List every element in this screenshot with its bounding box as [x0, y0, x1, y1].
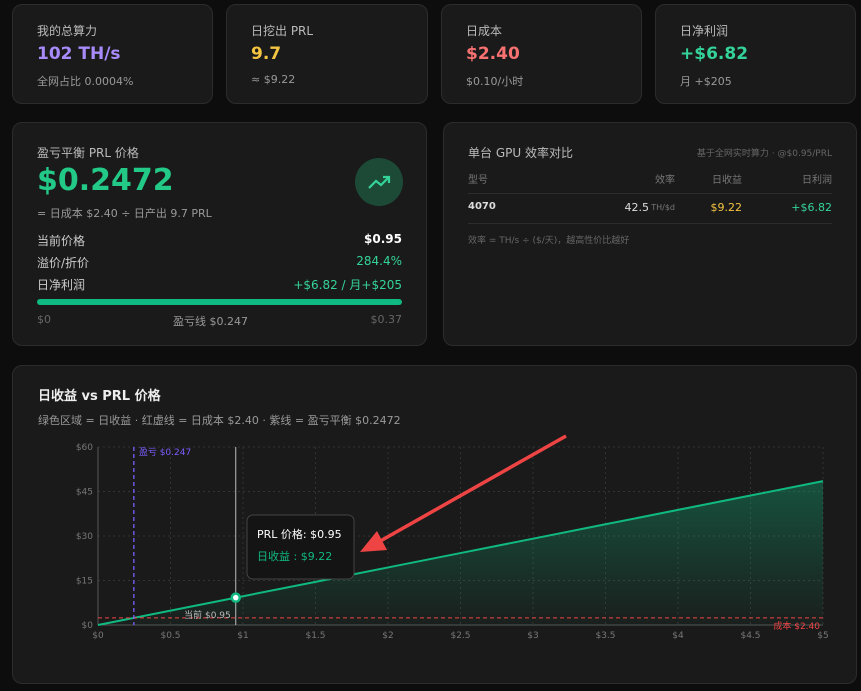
x-tick-label: $4 [672, 631, 684, 641]
td-unit: TH/$d [651, 203, 675, 212]
ref-label: 当前 $0.95 [184, 609, 231, 621]
x-tick-label: $4.5 [740, 631, 760, 641]
footnote: 效率 = TH/s ÷ ($/天)，越高性价比越好 [468, 236, 630, 246]
info-row: 日净利润 +$6.82 / 月+$205 [37, 276, 402, 293]
sub: 全网占比 0.0004% [37, 75, 134, 88]
note: 基于全网实时算力 · @$0.95/PRL [696, 149, 832, 159]
x-tick-label: $3.5 [595, 631, 615, 641]
info-row: 溢价/折价 284.4% [37, 254, 402, 271]
x-tick-label: $3 [527, 631, 538, 641]
y-tick-label: $0 [82, 621, 94, 631]
sub: 月 +$205 [680, 75, 732, 88]
row-label: 当前价格 [37, 234, 86, 248]
tooltip-value: 日收益 : $9.22 [257, 549, 332, 563]
tooltip-box [246, 514, 355, 580]
gpu-panel: 单台 GPU 效率对比 基于全网实时算力 · @$0.95/PRL 型号 效率 … [443, 122, 857, 346]
title: 单台 GPU 效率对比 [468, 146, 573, 160]
td: 42.5 [624, 201, 650, 214]
value: $0.2472 [37, 163, 174, 198]
td: +$6.82 [791, 201, 832, 214]
x-tick-label: $1.5 [305, 631, 325, 641]
label: 日净利润 [680, 24, 729, 38]
info-row: 当前价格 $0.95 [37, 232, 402, 249]
table-row: 4070 42.5 TH/$d $9.22 +$6.82 [468, 201, 832, 224]
y-tick-label: $15 [76, 577, 93, 587]
y-tick-label: $45 [76, 488, 93, 498]
line [97, 480, 824, 626]
x-tick-label: $5 [817, 631, 828, 641]
row-value: +$6.82 / 月+$205 [293, 278, 402, 292]
row-value: 284.4% [356, 254, 402, 268]
chart-title: 日收益 vs PRL 价格 [38, 388, 162, 404]
ref-label: 盈亏 $0.247 [139, 447, 191, 458]
formula: = 日成本 $2.40 ÷ 日产出 9.7 PRL [37, 207, 212, 220]
stat-card: 日成本 $2.40 $0.10/小时 [441, 4, 642, 104]
label: 我的总算力 [37, 24, 98, 38]
chart-panel: 日收益 vs PRL 价格 绿色区域 = 日收益 · 红虚线 = 日成本 $2.… [12, 365, 857, 684]
label: 盈亏平衡 PRL 价格 [37, 146, 139, 160]
th: 效率 [655, 175, 675, 186]
chart: 日收益 vs PRL 价格 绿色区域 = 日收益 · 红虚线 = 日成本 $2.… [38, 388, 829, 641]
sub: ≈ $9.22 [251, 73, 296, 86]
row-label: 日净利润 [37, 278, 86, 292]
stat-card: 我的总算力 102 TH/s 全网占比 0.0004% [12, 4, 213, 104]
row-label: 溢价/折价 [37, 256, 90, 270]
y-tick-label: $60 [76, 443, 93, 453]
bar-mid: 盈亏线 $0.247 [173, 315, 248, 328]
td: $9.22 [710, 201, 743, 214]
trend-icon [355, 158, 403, 206]
annotation-arrowhead [360, 531, 387, 552]
cost-label: 成本 $2.40 [773, 620, 820, 632]
chart-subtitle: 绿色区域 = 日收益 · 红虚线 = 日成本 $2.40 · 紫线 = 盈亏平衡… [38, 413, 401, 427]
th: 日收益 [712, 175, 742, 186]
x-tick-label: $0.5 [160, 631, 180, 641]
table-header: 型号 效率 日收益 日利润 [468, 171, 832, 194]
value: 9.7 [251, 44, 282, 64]
bar-max: $0.37 [370, 313, 403, 326]
tooltip-title: PRL 价格: $0.95 [257, 527, 342, 541]
bar-min: $0 [37, 313, 51, 326]
sub: $0.10/小时 [466, 75, 524, 88]
value: +$6.82 [680, 44, 749, 64]
x-tick-label: $2.5 [450, 631, 470, 641]
value: 102 TH/s [37, 44, 121, 64]
label: 日挖出 PRL [251, 24, 314, 38]
annotation-arrow [374, 434, 567, 546]
stat-card: 日净利润 +$6.82 月 +$205 [655, 4, 856, 104]
th: 型号 [468, 175, 488, 186]
stat-card: 日挖出 PRL 9.7 ≈ $9.22 [226, 4, 428, 104]
row-value: $0.95 [364, 232, 402, 246]
x-tick-label: $1 [237, 631, 248, 641]
th: 日利润 [802, 175, 832, 186]
x-tick-label: $2 [382, 631, 393, 641]
y-tick-label: $30 [76, 532, 93, 542]
current-point [230, 592, 241, 603]
label: 日成本 [466, 24, 503, 38]
breakeven-panel: 盈亏平衡 PRL 价格 $0.2472 = 日成本 $2.40 ÷ 日产出 9.… [12, 122, 427, 346]
progress-bar [37, 299, 402, 305]
value: $2.40 [466, 44, 520, 64]
x-tick-label: $0 [92, 631, 104, 641]
td: 4070 [468, 201, 496, 212]
